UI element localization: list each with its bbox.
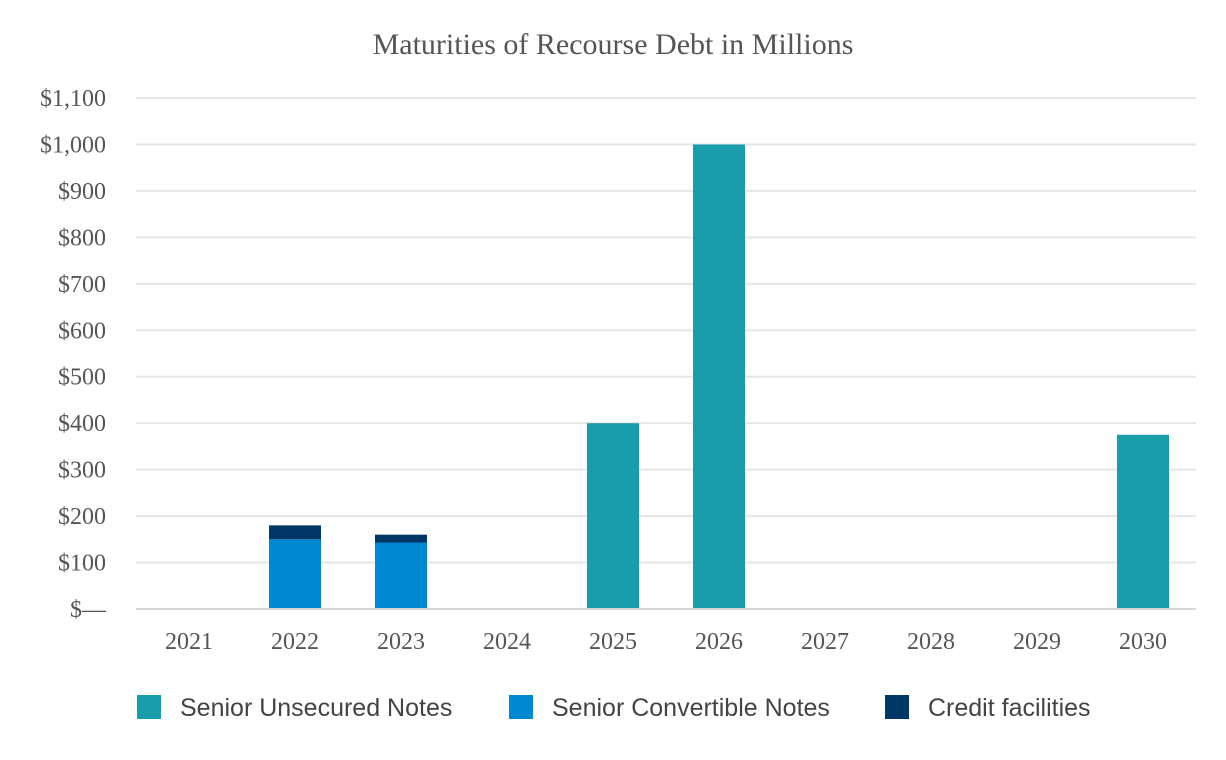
- x-tick-label: 2030: [1119, 629, 1167, 655]
- bar-senior-unsecured-notes-2025: [587, 423, 639, 609]
- legend-swatch: [137, 695, 161, 719]
- bar-senior-convertible-notes-2022: [269, 539, 321, 609]
- x-tick-label: 2028: [907, 629, 955, 655]
- bar-credit-facilities-2023: [375, 535, 427, 543]
- y-tick-label: $1,000: [40, 132, 106, 158]
- y-tick-label: $700: [58, 272, 106, 298]
- legend-label: Senior Unsecured Notes: [180, 694, 452, 722]
- bar-credit-facilities-2022: [269, 525, 321, 539]
- x-tick-label: 2027: [801, 629, 849, 655]
- x-tick-label: 2023: [377, 629, 425, 655]
- y-tick-label: $800: [58, 225, 106, 251]
- legend: Senior Unsecured Notes Senior Convertible…: [137, 694, 1091, 722]
- y-tick-label: $200: [58, 504, 106, 530]
- bar-senior-convertible-notes-2023: [375, 543, 427, 609]
- x-tick-label: 2021: [165, 629, 213, 655]
- y-axis-tick-labels: $— $100 $200 $300 $400 $500 $600 $700 $800 $900 $1…: [40, 86, 107, 623]
- y-tick-label: $500: [58, 365, 106, 391]
- bar-senior-unsecured-notes-2026: [693, 144, 745, 609]
- x-tick-label: 2026: [695, 629, 743, 655]
- y-tick-label: $900: [58, 179, 106, 205]
- y-tick-label: $300: [58, 458, 106, 484]
- x-axis-tick-labels: 2021 2022 2023 2024 2025 2026 2027 2028 2029 2030: [165, 629, 1167, 655]
- legend-swatch: [885, 695, 909, 719]
- chart: Maturities of Recourse Debt in Millions …: [0, 0, 1226, 760]
- x-tick-label: 2024: [483, 629, 531, 655]
- y-tick-label: $600: [58, 318, 106, 344]
- x-tick-label: 2025: [589, 629, 637, 655]
- chart-title: Maturities of Recourse Debt in Millions: [373, 28, 854, 61]
- y-tick-label: $100: [58, 551, 106, 577]
- x-tick-label: 2022: [271, 629, 319, 655]
- bar-senior-unsecured-notes-2030: [1117, 435, 1169, 609]
- legend-label: Senior Convertible Notes: [552, 694, 830, 722]
- legend-label: Credit facilities: [928, 694, 1091, 722]
- y-tick-label: $400: [58, 411, 106, 437]
- y-tick-label: $1,100: [40, 86, 106, 112]
- legend-swatch: [509, 695, 533, 719]
- x-tick-label: 2029: [1013, 629, 1061, 655]
- gridlines: [136, 98, 1196, 563]
- y-tick-label: $—: [70, 597, 107, 623]
